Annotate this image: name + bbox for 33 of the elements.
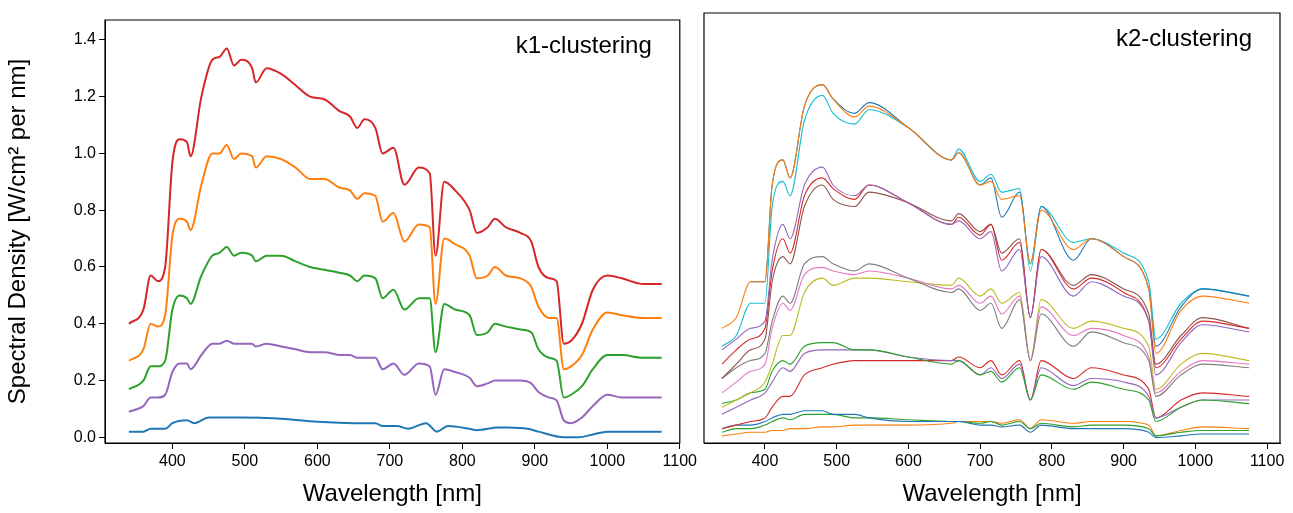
y-tick-label: 1.0: [73, 143, 97, 161]
x-tick-label: 500: [823, 452, 851, 470]
x-tick-label: 900: [521, 452, 549, 470]
y-tick-label: 0.8: [73, 200, 97, 218]
x-tick-label: 600: [895, 452, 922, 470]
y-tick-label: 0.6: [73, 257, 97, 275]
x-tick-label: 600: [304, 452, 331, 470]
x-tick-label: 800: [448, 452, 476, 470]
line-series: [127, 143, 663, 371]
y-tick-label: 0.2: [73, 370, 97, 388]
text: k1-clustering: [515, 30, 652, 58]
line-series: [127, 416, 663, 439]
x-tick-label: 700: [376, 452, 404, 470]
line-series: [127, 339, 663, 425]
x-tick-label: 900: [1110, 452, 1138, 470]
y-tick-label: 0.4: [73, 314, 97, 332]
x-tick-label: 1000: [1177, 452, 1214, 470]
x-tick-label: 400: [159, 452, 186, 470]
y-tick-label: 1.2: [73, 87, 97, 105]
line-series: [127, 246, 663, 399]
chart-title: k2-clustering: [1115, 23, 1252, 51]
x-axis-title: Wavelength [nm]: [902, 479, 1082, 507]
y-axis-title: Spectral Density [W/cm² per nm]: [3, 58, 31, 405]
y-tick-label: 0.0: [73, 427, 97, 445]
x-axis-title: Wavelength [nm]: [302, 479, 482, 507]
x-tick-label: 700: [966, 452, 994, 470]
x-tick-label: 400: [751, 452, 779, 470]
x-tick-label: 800: [1038, 452, 1066, 470]
y-tick-label: 1.4: [73, 30, 97, 48]
x-tick-label: 1100: [662, 452, 698, 470]
x-tick-label: 1000: [589, 452, 626, 470]
x-tick-label: 500: [231, 452, 259, 470]
x-tick-label: 1100: [1249, 452, 1285, 470]
